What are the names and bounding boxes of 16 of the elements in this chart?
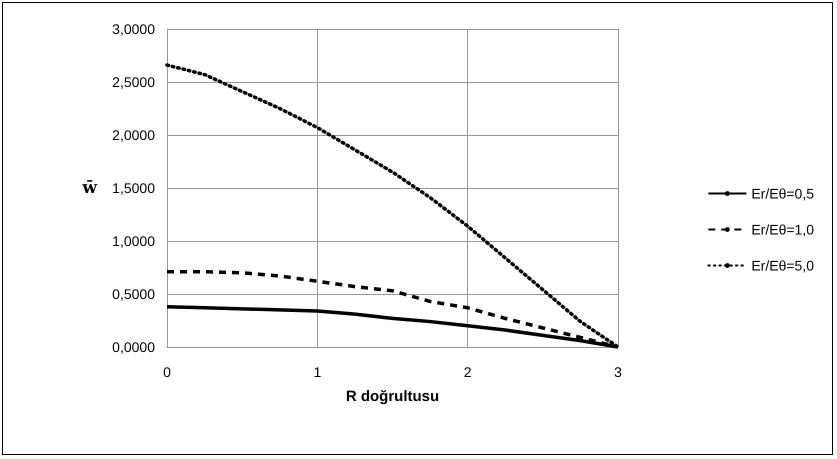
y-tick-label: 3,0000 (112, 21, 156, 37)
x-tick-label: 0 (163, 364, 172, 380)
y-axis-title: w̄ (81, 178, 98, 198)
legend-label: Er/Eθ=1,0 (751, 222, 814, 238)
legend-label: Er/Eθ=5,0 (751, 258, 814, 274)
x-tick-label: 1 (313, 364, 322, 380)
y-tick-label: 2,5000 (112, 74, 156, 90)
x-tick-label: 3 (614, 364, 622, 380)
legend-label: Er/Eθ=0,5 (751, 186, 814, 202)
y-tick-label: 1,5000 (112, 180, 156, 196)
y-tick-label: 0,5000 (112, 286, 156, 302)
x-tick-label: 2 (464, 364, 472, 380)
y-tick-label: 0,0000 (112, 339, 156, 355)
x-axis-title: R doğrultusu (346, 388, 440, 405)
y-tick-label: 2,0000 (112, 127, 156, 143)
y-tick-label: 1,0000 (112, 233, 156, 249)
